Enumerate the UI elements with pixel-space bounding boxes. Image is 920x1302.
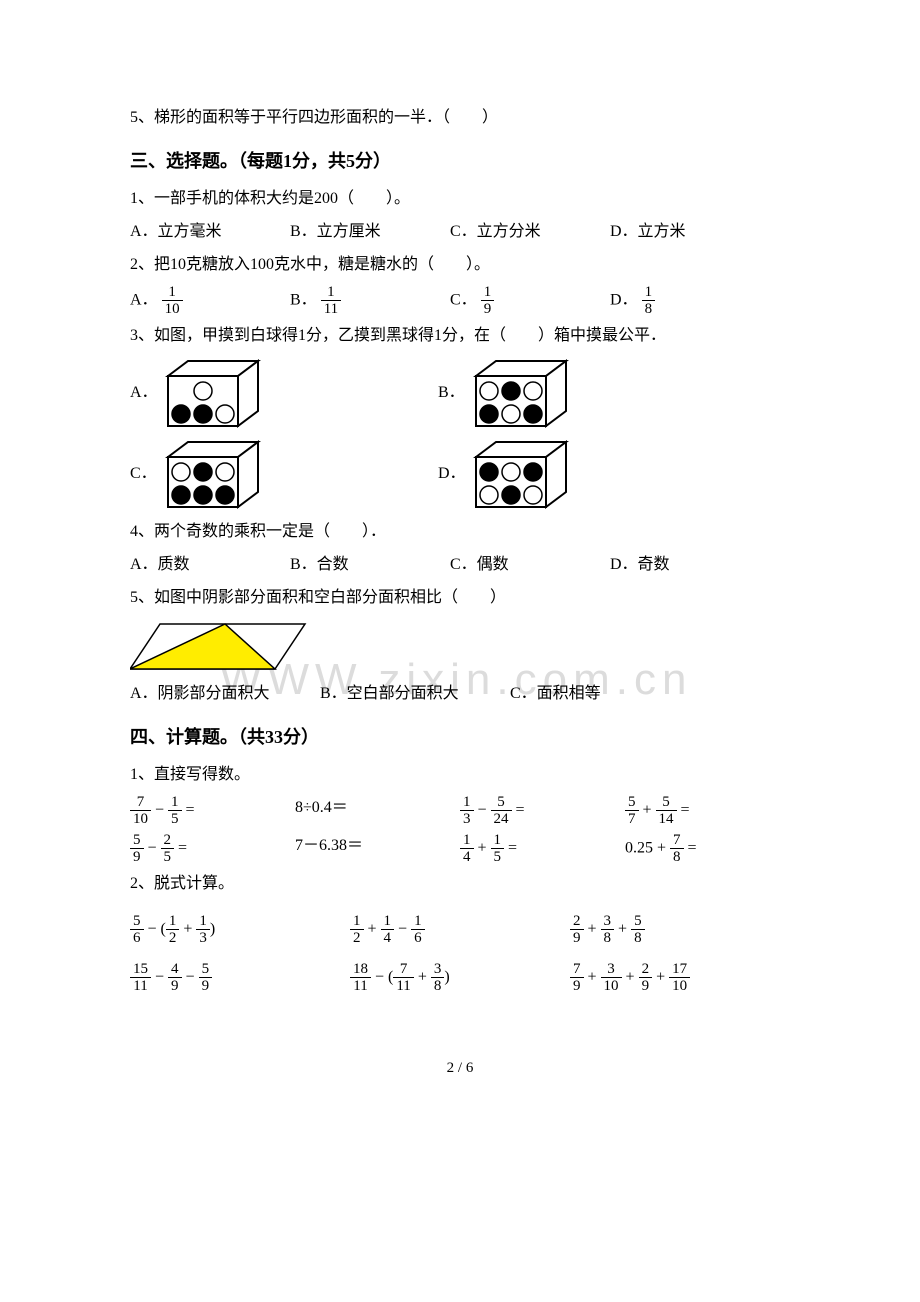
s3-q3-stem: 3、如图，甲摸到白球得1分，乙摸到黑球得1分，在（ ）箱中摸最公平． [130, 322, 790, 351]
opt-prefix: C． [450, 291, 477, 308]
s3-q4-B: B．合数 [290, 551, 450, 580]
parallelogram-diagram [130, 619, 310, 674]
s3-q4-D: D．奇数 [610, 551, 770, 580]
s4-q1-label: 1、直接写得数。 [130, 761, 790, 790]
s3-q2-B: B． 111 [290, 284, 450, 318]
calc-cell: 14 + 15 = [460, 832, 625, 866]
calc-cell: 0.25 + 78 = [625, 832, 790, 866]
s3-q1-C: C．立方分米 [450, 218, 610, 247]
s3-q3-row1: A． B． [130, 356, 790, 431]
frac-den: 8 [642, 301, 656, 318]
calc-expr: 1511 − 49 − 59 [130, 961, 350, 995]
box-diagram-D [466, 437, 576, 512]
calc-expr: 12 + 14 − 16 [350, 913, 570, 947]
s4-row1: 710 − 15 =8÷0.4＝13 − 524 =57 + 514 = [130, 794, 790, 828]
frac-den: 10 [162, 301, 183, 318]
s4-row3: 56 − (12 + 13)12 + 14 − 1629 + 38 + 58 [130, 913, 790, 947]
s3-q1-D: D．立方米 [610, 218, 770, 247]
s3-q5-A: A．阴影部分面积大 [130, 680, 320, 709]
s3-q2-A: A． 110 [130, 284, 290, 318]
fraction: 18 [642, 284, 656, 318]
s3-q5-C: C．面积相等 [510, 680, 700, 709]
q5-top: 5、梯形的面积等于平行四边形面积的一半．（ ） [130, 104, 790, 133]
box-diagram-A [158, 356, 268, 431]
s3-q3-row2: C． D． [130, 437, 790, 512]
frac-num: 1 [162, 284, 183, 302]
calc-cell: 7－6.38＝ [295, 832, 460, 866]
calc-expr: 29 + 38 + 58 [570, 913, 790, 947]
s3-q5-options: A．阴影部分面积大 B．空白部分面积大 C．面积相等 [130, 680, 790, 709]
s3-q5-stem: 5、如图中阴影部分面积和空白部分面积相比（ ） [130, 584, 790, 613]
s3-q1-stem: 1、一部手机的体积大约是200（ ）。 [130, 185, 790, 214]
s4-row4: 1511 − 49 − 591811 − (711 + 38)79 + 310 … [130, 961, 790, 995]
box-diagram-C [158, 437, 268, 512]
s3-q3-D-label: D． [438, 460, 466, 489]
calc-cell: 8÷0.4＝ [295, 794, 460, 828]
opt-prefix: B． [290, 291, 317, 308]
fraction: 110 [162, 284, 183, 318]
fraction: 19 [481, 284, 495, 318]
frac-num: 1 [481, 284, 495, 302]
frac-num: 1 [321, 284, 341, 302]
s3-q1-B: B．立方厘米 [290, 218, 450, 247]
s3-q3-B-label: B． [438, 379, 466, 408]
s3-q4-stem: 4、两个奇数的乘积一定是（ ）． [130, 518, 790, 547]
s3-q2-options: A． 110 B． 111 C． 19 D． 18 [130, 284, 790, 318]
calc-cell: 13 − 524 = [460, 794, 625, 828]
s3-q2-D: D． 18 [610, 284, 770, 318]
section3-title: 三、选择题。（每题1分，共5分） [130, 145, 790, 177]
s3-q2-C: C． 19 [450, 284, 610, 318]
section4-title: 四、计算题。（共33分） [130, 721, 790, 753]
calc-cell: 57 + 514 = [625, 794, 790, 828]
page-footer: 2 / 6 [130, 1055, 790, 1082]
opt-prefix: A． [130, 291, 158, 308]
s3-q4-A: A．质数 [130, 551, 290, 580]
calc-expr: 79 + 310 + 29 + 1710 [570, 961, 790, 995]
s3-q4-options: A．质数 B．合数 C．偶数 D．奇数 [130, 551, 790, 580]
frac-num: 1 [642, 284, 656, 302]
calc-expr: 56 − (12 + 13) [130, 913, 350, 947]
calc-expr: 1811 − (711 + 38) [350, 961, 570, 995]
s3-q5-B: B．空白部分面积大 [320, 680, 510, 709]
s3-q2-stem: 2、把10克糖放入100克水中，糖是糖水的（ ）。 [130, 251, 790, 280]
frac-den: 9 [481, 301, 495, 318]
box-diagram-B [466, 356, 576, 431]
calc-cell: 59 − 25 = [130, 832, 295, 866]
s3-q1-A: A．立方毫米 [130, 218, 290, 247]
opt-prefix: D． [610, 291, 638, 308]
s4-row2: 59 − 25 =7－6.38＝14 + 15 =0.25 + 78 = [130, 832, 790, 866]
s3-q1-options: A．立方毫米 B．立方厘米 C．立方分米 D．立方米 [130, 218, 790, 247]
s3-q4-C: C．偶数 [450, 551, 610, 580]
calc-cell: 710 − 15 = [130, 794, 295, 828]
s3-q3-A-label: A． [130, 379, 158, 408]
frac-den: 11 [321, 301, 341, 318]
s3-q3-C-label: C． [130, 460, 158, 489]
s4-q2-label: 2、脱式计算。 [130, 870, 790, 899]
fraction: 111 [321, 284, 341, 318]
